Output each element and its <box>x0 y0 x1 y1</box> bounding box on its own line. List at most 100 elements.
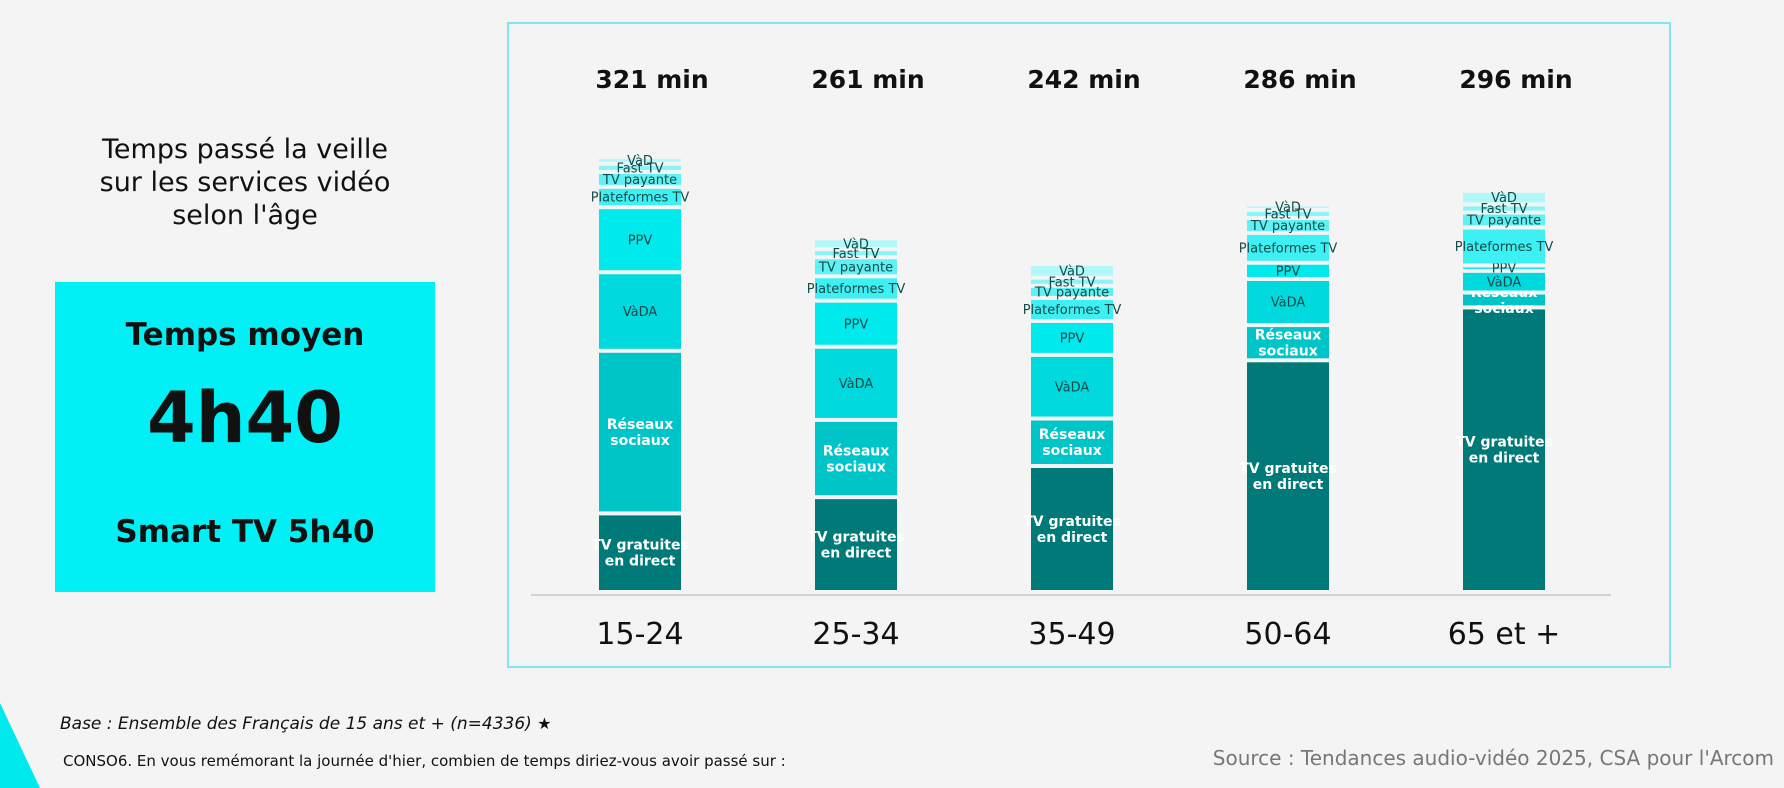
bar-segment <box>599 352 681 512</box>
segment-label: sociaux <box>1042 443 1102 459</box>
bar-segment <box>1247 362 1329 590</box>
bar-segment <box>599 188 681 206</box>
smart-tv-time: Smart TV 5h40 <box>115 514 375 550</box>
segment-label: TV gratuites <box>591 538 689 554</box>
bar-segment <box>1463 294 1545 306</box>
segment-label: VàDA <box>623 305 658 320</box>
x-tick-label: 50-64 <box>1244 617 1331 652</box>
segment-label: Plateformes TV <box>1239 241 1338 256</box>
bar-segment <box>1031 323 1113 353</box>
bar-segment <box>1031 420 1113 464</box>
total-label: 242 min <box>1027 65 1140 94</box>
average-time-value: 4h40 <box>147 377 343 459</box>
segment-label: Réseaux <box>1039 427 1106 443</box>
source-note: Source : Tendances audio-vidéo 2025, CSA… <box>1212 746 1774 770</box>
segment-label: VàD <box>627 154 653 169</box>
bar-segment <box>1463 272 1545 291</box>
segment-label: Fast TV <box>832 247 879 262</box>
bar-segment <box>1247 206 1329 208</box>
total-label: 296 min <box>1459 65 1572 94</box>
bar-segment <box>599 165 681 170</box>
bar-segment <box>599 159 681 162</box>
segment-label: TV gratuites <box>1239 461 1337 477</box>
total-label: 321 min <box>595 65 708 94</box>
segment-label: sociaux <box>1474 301 1534 317</box>
x-tick-label: 25-34 <box>812 617 899 652</box>
segment-label: Fast TV <box>616 161 663 176</box>
segment-label: en direct <box>1469 451 1540 467</box>
segment-label: TV gratuites <box>1455 435 1553 451</box>
segment-label: VàDA <box>1055 380 1090 395</box>
segment-label: TV payante <box>602 173 677 188</box>
segment-label: en direct <box>821 545 892 561</box>
segment-label: Fast TV <box>1480 202 1527 217</box>
france-map-icon: ★ <box>537 714 552 733</box>
bar-segment <box>1247 327 1329 359</box>
bar-segment <box>1463 192 1545 203</box>
x-tick-label: 65 et + <box>1448 617 1561 652</box>
bar-segment <box>1463 206 1545 211</box>
segment-label: Plateformes TV <box>591 191 690 206</box>
bar-segment <box>815 499 897 590</box>
chart-side-title: Temps passé la veille sur les services v… <box>99 134 391 231</box>
segment-label: VàD <box>1491 191 1517 206</box>
bar-segment <box>815 278 897 299</box>
segment-label: Réseaux <box>1255 328 1322 344</box>
segment-label: Fast TV <box>1048 275 1095 290</box>
bar-segment <box>815 348 897 418</box>
segment-label: TV gratuites <box>807 529 905 545</box>
average-time-box: Temps moyen 4h40 Smart TV 5h40 <box>55 282 435 592</box>
segment-label: sociaux <box>1258 344 1318 360</box>
segment-label: PPV <box>844 317 869 332</box>
bar-segment <box>1031 279 1113 284</box>
segment-label: VàDA <box>1271 296 1306 311</box>
segment-label: Fast TV <box>1264 208 1311 223</box>
segment-label: VàDA <box>1487 275 1522 290</box>
bar-segment <box>1463 309 1545 590</box>
bar-segment <box>599 173 681 185</box>
bar-segment <box>1031 266 1113 276</box>
segment-label: en direct <box>1253 477 1324 493</box>
segment-label: TV payante <box>1466 214 1541 229</box>
segment-label: PPV <box>1492 262 1517 277</box>
segment-label: VàD <box>843 237 869 252</box>
segment-label: PPV <box>1276 264 1301 279</box>
bar-segment <box>815 251 897 256</box>
total-label: 261 min <box>811 65 924 94</box>
chart-frame: TV gratuites en direct Réseaux sociaux VàDA P… <box>507 22 1671 668</box>
segment-label: Réseaux <box>607 417 674 433</box>
segment-label: TV gratuites <box>1023 514 1121 530</box>
segment-label: PPV <box>1060 331 1085 346</box>
segment-label: en direct <box>1037 530 1108 546</box>
bar-segment <box>815 302 897 345</box>
bar-segment <box>1031 356 1113 417</box>
bar-segment <box>1247 280 1329 324</box>
bar-segment <box>1031 467 1113 590</box>
bar-segment <box>1031 287 1113 296</box>
bar-segment <box>1463 229 1545 264</box>
total-label: 286 min <box>1243 65 1356 94</box>
segment-label: VàDA <box>839 377 874 392</box>
bar-segment <box>815 421 897 496</box>
segment-label: TV payante <box>1034 285 1109 300</box>
segment-label: Plateformes TV <box>1455 240 1554 255</box>
bar-segment <box>815 240 897 248</box>
bar-segment <box>1463 214 1545 226</box>
segment-label: VàD <box>1059 264 1085 279</box>
bar-segment <box>1463 267 1545 269</box>
segment-label: Plateformes TV <box>1023 303 1122 318</box>
x-tick-label: 15-24 <box>596 617 683 652</box>
average-time-label: Temps moyen <box>125 317 365 353</box>
segment-label: Réseaux <box>823 443 890 459</box>
segment-label: en direct <box>605 554 676 570</box>
corner-decoration <box>0 703 40 788</box>
segment-label: TV payante <box>1250 219 1325 234</box>
segment-label: PPV <box>628 233 653 248</box>
base-note: Base : Ensemble des Français de 15 ans e… <box>60 714 552 734</box>
bar-segment <box>599 209 681 271</box>
bar-segment <box>599 274 681 349</box>
bar-segment <box>815 259 897 275</box>
bar-segment <box>1031 299 1113 319</box>
question-note: CONSO6. En vous remémorant la journée d'… <box>63 752 786 770</box>
